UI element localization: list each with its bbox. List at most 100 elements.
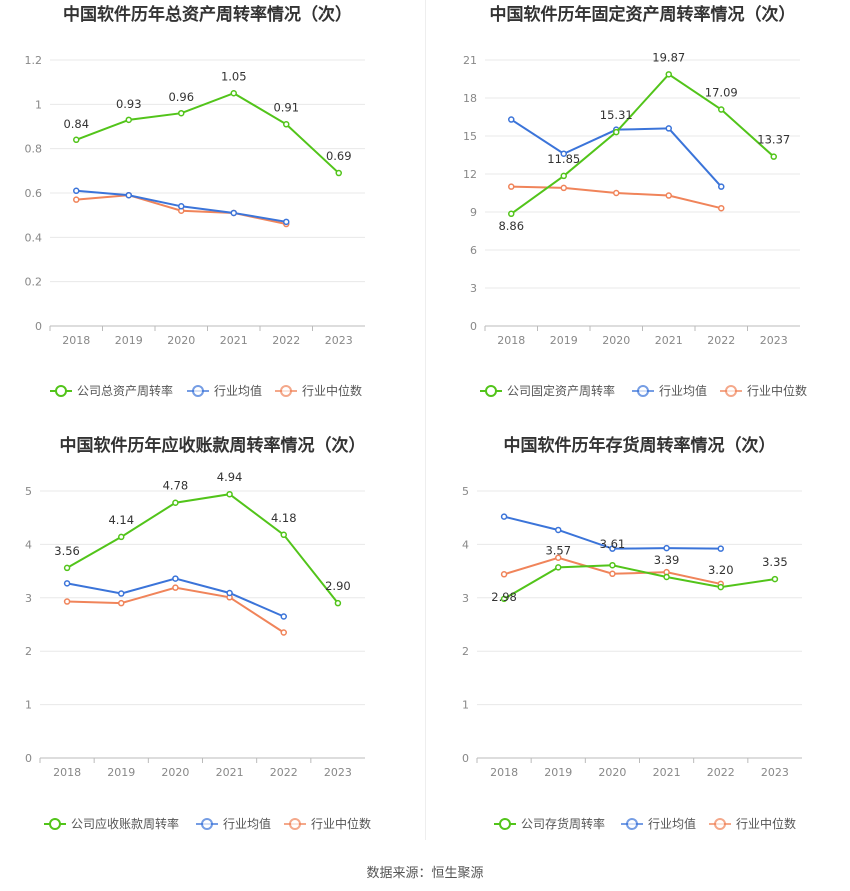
data-point — [665, 71, 672, 78]
x-tick-label: 2020 — [167, 334, 195, 347]
legend-marker-icon — [55, 385, 67, 397]
x-tick-label: 2018 — [53, 766, 81, 779]
y-tick-label: 18 — [463, 92, 477, 105]
legend-label: 行业中位数 — [302, 383, 362, 398]
data-point — [508, 116, 515, 123]
legend-item-company[interactable]: 公司固定资产周转率 — [480, 383, 615, 398]
data-point — [334, 599, 342, 607]
x-tick-label: 2022 — [707, 334, 735, 347]
legend-item-company[interactable]: 公司总资产周转率 — [50, 383, 173, 398]
data-point — [609, 561, 616, 569]
data-label: 11.85 — [547, 152, 580, 166]
data-point — [280, 629, 287, 636]
legend-marker-icon — [637, 385, 649, 397]
x-tick-label: 2020 — [598, 766, 626, 779]
data-point — [63, 598, 71, 605]
data-point — [718, 204, 725, 212]
x-tick-label: 2018 — [490, 766, 518, 779]
chart-svg: 中国软件历年固定资产周转率情况（次） 0 3 6 9 12 15 18 21 2018 2019 20… — [463, 4, 807, 398]
legend-item-industry-avg[interactable]: 行业均值 — [621, 816, 696, 831]
legend-item-industry-median[interactable]: 行业中位数 — [275, 383, 362, 398]
data-point — [73, 136, 80, 144]
data-point — [717, 583, 724, 591]
x-tick-label: 2019 — [544, 766, 572, 779]
series-line-company — [503, 564, 776, 600]
y-tick-label: 21 — [463, 54, 477, 67]
data-label: 0.93 — [116, 97, 142, 111]
data-label: 19.87 — [652, 50, 685, 64]
data-point — [125, 116, 132, 124]
legend-item-industry-median[interactable]: 行业中位数 — [709, 816, 796, 831]
legend-item-industry-median[interactable]: 行业中位数 — [284, 816, 371, 831]
x-tick-label: 2018 — [497, 334, 525, 347]
data-label: 3.39 — [654, 553, 680, 567]
legend-item-company[interactable]: 公司存货周转率 — [494, 816, 605, 831]
chart-title: 中国软件历年总资产周转率情况（次） — [63, 4, 352, 25]
data-point — [230, 209, 237, 217]
legend-label: 行业中位数 — [747, 383, 807, 398]
y-tick-label: 0 — [470, 320, 477, 333]
data-point — [63, 564, 71, 572]
y-tick-label: 1.2 — [25, 54, 43, 67]
data-point — [226, 589, 233, 597]
x-tick-label: 2023 — [324, 766, 352, 779]
x-tick-label: 2022 — [270, 766, 298, 779]
chart-svg: 中国软件历年总资产周转率情况（次） 0 0.2 0.4 0.6 0.8 1 1.2 2018 20… — [25, 4, 365, 398]
data-point — [500, 595, 508, 603]
data-label: 3.20 — [708, 563, 734, 577]
data-point — [718, 183, 725, 190]
legend-label: 公司应收账款周转率 — [71, 816, 179, 831]
data-point — [665, 192, 672, 199]
data-point — [663, 544, 670, 552]
data-source-note: 数据来源：恒生聚源 — [366, 866, 484, 881]
chart-title: 中国软件历年存货周转率情况（次） — [504, 435, 776, 456]
data-point — [613, 128, 620, 136]
y-tick-label: 0 — [35, 320, 42, 333]
chart-title: 中国软件历年固定资产周转率情况（次） — [490, 4, 796, 25]
data-point — [718, 106, 725, 113]
legend-item-industry-median[interactable]: 行业中位数 — [720, 383, 807, 398]
data-label: 4.14 — [108, 513, 134, 527]
data-point — [500, 513, 508, 520]
legend-item-industry-avg[interactable]: 行业均值 — [187, 383, 262, 398]
legend-item-industry-avg[interactable]: 行业均值 — [632, 383, 707, 398]
y-tick-label: 0.4 — [25, 231, 43, 244]
chart-svg: 中国软件历年存货周转率情况（次） 0 1 2 3 4 5 2018 2019 2020 2021 20… — [462, 435, 802, 831]
legend-marker-icon — [192, 385, 204, 397]
data-point — [63, 580, 71, 587]
data-point — [560, 150, 567, 157]
data-point — [73, 187, 80, 195]
data-point — [717, 545, 724, 552]
data-label: 4.18 — [271, 511, 297, 525]
data-label: 0.69 — [326, 149, 352, 163]
x-tick-label: 2020 — [161, 766, 189, 779]
data-point — [500, 571, 508, 578]
legend-label: 行业均值 — [214, 383, 262, 398]
data-label: 2.98 — [491, 590, 517, 604]
data-label: 0.84 — [63, 117, 89, 131]
data-point — [613, 189, 620, 197]
legend-label: 公司总资产周转率 — [77, 383, 173, 398]
data-point — [118, 599, 125, 607]
legend-marker-icon — [725, 385, 737, 397]
data-point — [335, 169, 342, 177]
data-point — [283, 218, 290, 226]
y-tick-label: 12 — [463, 168, 477, 181]
legend-marker-icon — [626, 818, 638, 830]
x-tick-label: 2019 — [115, 334, 143, 347]
data-label: 0.91 — [273, 100, 299, 114]
legend-marker-icon — [280, 385, 292, 397]
chart-panel-receivables-turnover: 中国软件历年应收账款周转率情况（次） 0 1 2 3 4 5 2018 2019 2020 2021… — [0, 430, 425, 860]
chart-svg: 中国软件历年应收账款周转率情况（次） 0 1 2 3 4 5 2018 2019 2020 2021… — [25, 435, 371, 831]
legend-marker-icon — [289, 818, 301, 830]
legend-item-industry-avg[interactable]: 行业均值 — [196, 816, 271, 831]
chart-title: 中国软件历年应收账款周转率情况（次） — [60, 435, 366, 456]
legend-item-company[interactable]: 公司应收账款周转率 — [44, 816, 179, 831]
y-tick-label: 5 — [25, 485, 32, 498]
y-tick-label: 0.2 — [25, 276, 43, 289]
legend-label: 公司固定资产周转率 — [507, 383, 615, 398]
legend-label: 公司存货周转率 — [521, 816, 605, 831]
legend-label: 行业均值 — [648, 816, 696, 831]
x-tick-label: 2023 — [325, 334, 353, 347]
series-line-company — [75, 92, 340, 174]
